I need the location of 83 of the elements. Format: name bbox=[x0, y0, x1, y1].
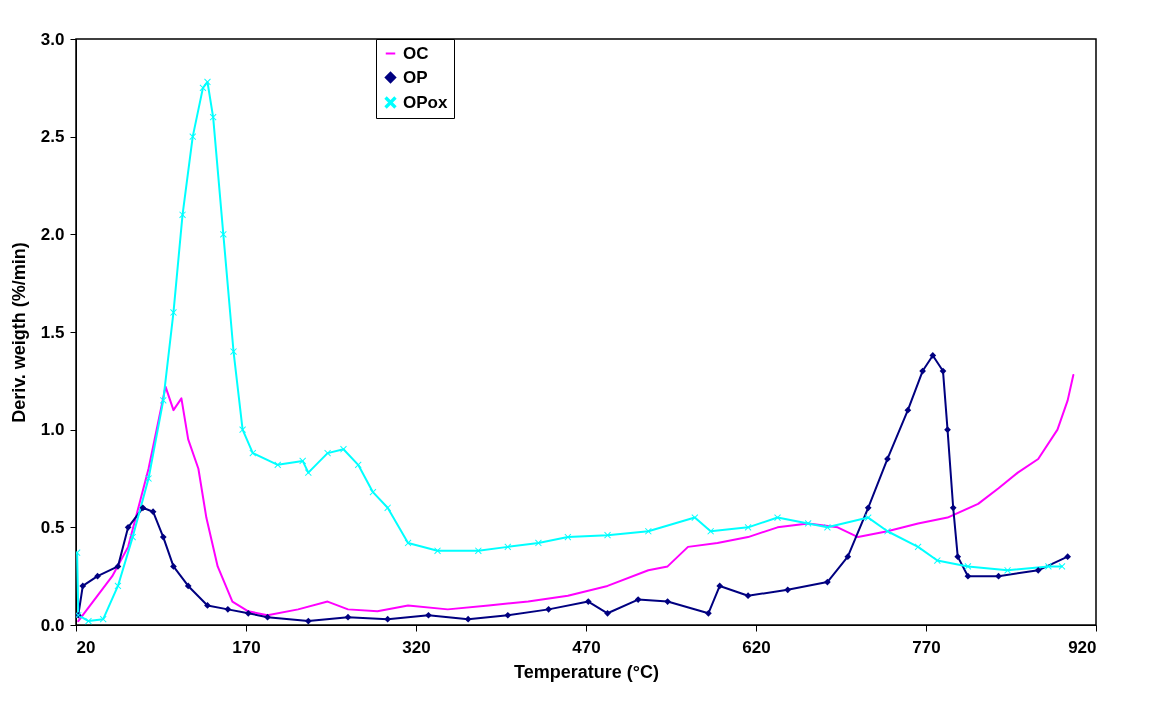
legend-label: OPox bbox=[403, 92, 448, 112]
point bbox=[224, 606, 232, 613]
point bbox=[939, 367, 947, 375]
point bbox=[425, 611, 432, 619]
point bbox=[79, 582, 87, 590]
point bbox=[170, 563, 177, 570]
point bbox=[274, 461, 282, 469]
point bbox=[184, 582, 192, 590]
point bbox=[324, 449, 331, 457]
point bbox=[244, 609, 252, 617]
point bbox=[954, 553, 962, 560]
point bbox=[304, 617, 312, 625]
point bbox=[664, 598, 671, 605]
point bbox=[124, 523, 132, 531]
point bbox=[219, 230, 227, 238]
point bbox=[1064, 553, 1072, 560]
y-tick-label: 1.5 bbox=[40, 322, 65, 342]
point bbox=[1034, 566, 1042, 574]
point bbox=[864, 504, 872, 512]
y-axis-title: Deriv. weigth (%/min) bbox=[8, 242, 29, 423]
point bbox=[705, 609, 712, 617]
point bbox=[464, 615, 472, 623]
legend-label: OP bbox=[403, 67, 428, 87]
point bbox=[1058, 563, 1066, 570]
point bbox=[159, 533, 167, 541]
point bbox=[949, 504, 957, 512]
point bbox=[85, 617, 92, 625]
point bbox=[189, 133, 197, 141]
point bbox=[159, 397, 167, 404]
point bbox=[354, 461, 362, 469]
point bbox=[784, 586, 792, 594]
point bbox=[995, 572, 1002, 580]
point bbox=[691, 514, 699, 521]
point bbox=[804, 520, 812, 527]
point bbox=[644, 527, 652, 535]
point bbox=[604, 609, 611, 617]
y-tick-label: 2.0 bbox=[40, 224, 65, 244]
x-tick-label: 620 bbox=[742, 637, 771, 657]
point bbox=[964, 572, 972, 580]
x-tick-label: 20 bbox=[76, 637, 96, 657]
y-tick-label: 0.5 bbox=[40, 517, 65, 537]
point bbox=[844, 553, 852, 560]
point bbox=[384, 504, 392, 512]
point bbox=[707, 527, 715, 535]
point bbox=[94, 572, 101, 580]
point bbox=[129, 533, 137, 541]
x-tick-label: 170 bbox=[232, 637, 261, 657]
y-tick-label: 1.0 bbox=[40, 420, 65, 440]
point bbox=[384, 615, 392, 623]
point bbox=[299, 457, 307, 465]
point bbox=[964, 563, 972, 570]
point bbox=[340, 445, 347, 453]
point bbox=[584, 598, 592, 605]
point bbox=[344, 613, 352, 621]
y-tick-label: 2.5 bbox=[40, 127, 65, 147]
point bbox=[864, 514, 872, 521]
point bbox=[604, 531, 611, 539]
x-tick-label: 320 bbox=[402, 637, 431, 657]
x-tick-label: 920 bbox=[1068, 637, 1097, 657]
point bbox=[139, 504, 147, 512]
legend-label: OC bbox=[403, 43, 429, 63]
point bbox=[204, 78, 211, 86]
point bbox=[149, 508, 157, 516]
point bbox=[535, 539, 542, 547]
point bbox=[944, 426, 951, 434]
point bbox=[545, 606, 552, 613]
x-tick-label: 770 bbox=[912, 637, 941, 657]
point bbox=[264, 613, 271, 621]
point bbox=[504, 543, 512, 551]
point bbox=[744, 523, 752, 531]
point bbox=[634, 596, 642, 603]
point bbox=[929, 352, 937, 359]
point bbox=[114, 563, 122, 570]
point bbox=[204, 602, 211, 609]
point bbox=[504, 611, 512, 619]
point bbox=[474, 547, 482, 555]
point bbox=[744, 592, 752, 600]
y-tick-label: 3.0 bbox=[40, 29, 65, 49]
point bbox=[716, 582, 724, 590]
y-tick-label: 0.0 bbox=[40, 615, 65, 635]
x-tick-label: 470 bbox=[572, 637, 601, 657]
x-axis-title: Temperature (°C) bbox=[514, 661, 659, 682]
point bbox=[904, 406, 912, 414]
